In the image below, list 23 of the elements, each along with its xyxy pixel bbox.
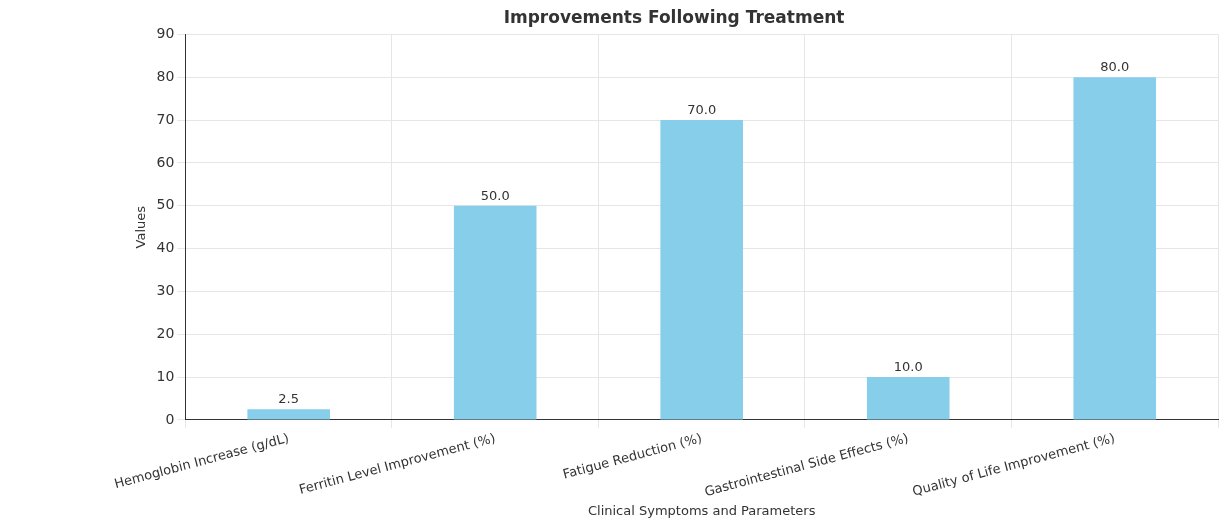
y-tick-label: 80 — [156, 67, 175, 84]
y-tick-label: 50 — [156, 196, 175, 213]
y-axis-title: Values — [133, 205, 149, 249]
bar — [453, 205, 537, 420]
y-tick-label: 10 — [156, 367, 175, 384]
data-label: 10.0 — [893, 358, 923, 374]
y-tick-label: 70 — [156, 110, 175, 127]
y-tick-label: 30 — [156, 282, 175, 299]
x-axis-title: Clinical Symptoms and Parameters — [587, 502, 816, 518]
data-label: 2.5 — [278, 391, 300, 407]
bar — [1073, 77, 1157, 420]
y-tick-label: 60 — [156, 153, 175, 170]
y-tick-label: 90 — [156, 25, 175, 42]
y-tick-label: 40 — [156, 239, 175, 256]
data-label: 50.0 — [480, 187, 510, 203]
y-tick-label: 0 — [165, 410, 175, 427]
y-tick-label: 20 — [156, 324, 175, 341]
chart-title: Improvements Following Treatment — [503, 6, 845, 27]
bar — [660, 120, 744, 420]
bar — [866, 377, 950, 420]
data-label: 70.0 — [687, 101, 717, 117]
bar — [247, 409, 330, 420]
data-label: 80.0 — [1100, 59, 1130, 75]
